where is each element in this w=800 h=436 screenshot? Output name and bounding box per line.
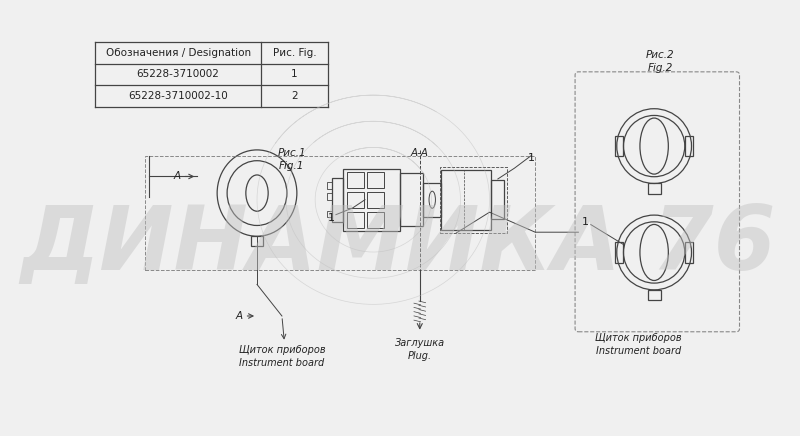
Text: Рис.1
Fig.1: Рис.1 Fig.1: [278, 148, 306, 171]
Text: 1: 1: [328, 213, 335, 223]
Bar: [367, 212, 384, 228]
Bar: [615, 136, 623, 157]
Text: 1: 1: [527, 153, 534, 163]
Bar: [440, 167, 507, 233]
Text: Щиток приборов
Instrument board: Щиток приборов Instrument board: [595, 333, 682, 356]
Text: 2: 2: [291, 91, 298, 101]
Text: Щиток приборов
Instrument board: Щиток приборов Instrument board: [238, 345, 326, 368]
Text: Рис. Fig.: Рис. Fig.: [273, 48, 316, 58]
Bar: [442, 170, 491, 230]
Bar: [145, 156, 535, 270]
Text: 65228-3710002-10: 65228-3710002-10: [128, 91, 228, 101]
Bar: [326, 211, 332, 218]
Text: A: A: [236, 311, 243, 321]
Bar: [346, 172, 364, 187]
Bar: [647, 290, 661, 300]
Bar: [647, 184, 661, 194]
Bar: [326, 182, 332, 189]
Text: Рис.2
Fig.2: Рис.2 Fig.2: [646, 50, 674, 73]
Bar: [423, 183, 442, 217]
Bar: [367, 192, 384, 208]
Text: 65228-3710002: 65228-3710002: [137, 69, 219, 79]
Bar: [332, 178, 343, 221]
Text: ДИНАМИКА 76: ДИНАМИКА 76: [20, 202, 776, 289]
Bar: [615, 242, 623, 263]
Bar: [346, 192, 364, 208]
Text: A-A: A-A: [410, 148, 429, 158]
Bar: [685, 242, 693, 263]
Text: 1: 1: [291, 69, 298, 79]
Text: Заглушка
Plug.: Заглушка Plug.: [394, 337, 445, 361]
Bar: [251, 236, 263, 246]
Bar: [685, 136, 693, 157]
Bar: [400, 173, 423, 226]
Bar: [367, 172, 384, 187]
Text: 1: 1: [582, 217, 589, 227]
Bar: [346, 212, 364, 228]
Text: A: A: [174, 171, 181, 181]
Bar: [326, 193, 332, 200]
Text: Обозначения / Designation: Обозначения / Designation: [106, 48, 250, 58]
Bar: [343, 169, 400, 231]
Bar: [491, 181, 504, 219]
